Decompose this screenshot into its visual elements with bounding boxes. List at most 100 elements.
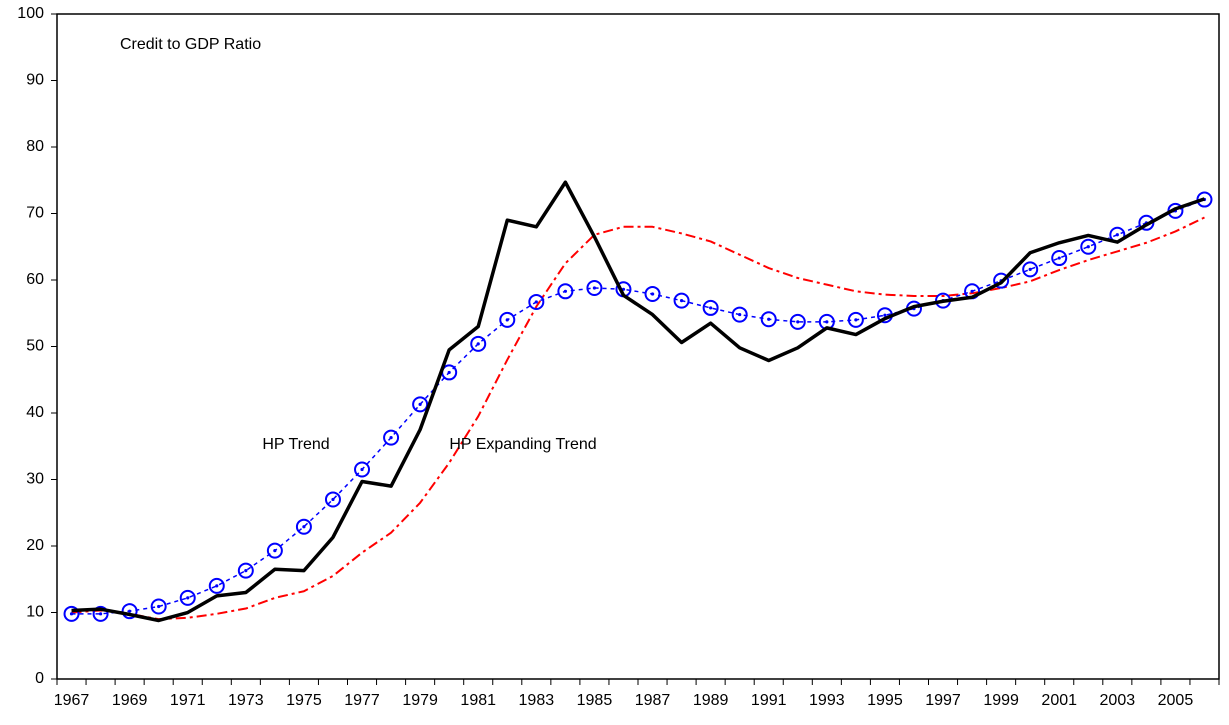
series-label: Credit to GDP Ratio: [120, 36, 262, 53]
y-tick-label: 40: [26, 404, 44, 421]
data-point-center: [98, 612, 103, 616]
data-point: [644, 285, 661, 302]
data-point-center: [1086, 245, 1090, 249]
series-line: [71, 198, 1205, 615]
y-tick-label: 70: [26, 205, 44, 222]
data-point-center: [476, 342, 480, 346]
data-point: [383, 429, 400, 446]
data-point-center: [273, 549, 277, 553]
y-tick-label: 0: [35, 670, 44, 687]
y-tick-label: 60: [26, 271, 44, 288]
data-point-center: [1115, 233, 1119, 237]
data-point: [412, 396, 429, 413]
series-line: [71, 180, 1206, 623]
data-point-center: [970, 289, 974, 293]
x-tick-label: 1997: [925, 692, 961, 709]
data-point: [586, 279, 603, 296]
y-tick-label: 10: [26, 604, 44, 621]
data-point-center: [650, 292, 655, 296]
data-point-center: [157, 604, 161, 609]
data-point-center: [563, 289, 567, 293]
data-point: [237, 562, 254, 579]
data-point-center: [796, 320, 800, 324]
x-tick-label: 1975: [286, 692, 322, 709]
data-point: [673, 292, 690, 309]
x-tick-label: 1979: [402, 692, 438, 709]
x-tick-label: 1971: [170, 692, 206, 709]
x-tick-label: 2003: [1100, 692, 1136, 709]
y-tick-label: 90: [26, 72, 44, 89]
data-point-center: [389, 436, 393, 440]
data-point: [179, 589, 196, 606]
data-point: [354, 461, 371, 478]
data-point: [92, 605, 109, 622]
data-point: [324, 491, 341, 508]
data-point-center: [418, 402, 422, 406]
data-point: [789, 313, 806, 330]
data-point-center: [854, 318, 858, 322]
data-point-center: [738, 312, 742, 317]
data-point-center: [69, 612, 74, 616]
x-tick-label: 1977: [344, 692, 380, 709]
data-point: [121, 603, 138, 620]
data-point: [528, 293, 545, 310]
y-tick-label: 100: [17, 5, 44, 22]
plot-frame: [56, 13, 1220, 680]
x-tick-label: 1967: [54, 692, 90, 709]
data-point-center: [244, 569, 248, 573]
data-point-center: [302, 525, 306, 529]
data-point: [266, 542, 283, 559]
x-tick-label: 1981: [460, 692, 496, 709]
data-point: [557, 283, 574, 300]
x-tick-label: 1973: [228, 692, 264, 709]
x-tick-label: 1993: [809, 692, 845, 709]
x-tick-label: 2001: [1041, 692, 1077, 709]
data-point-center: [1028, 267, 1032, 271]
data-point: [702, 299, 719, 316]
data-point-center: [825, 320, 829, 324]
data-point-center: [1057, 256, 1061, 260]
data-point: [295, 518, 312, 535]
data-point-center: [331, 497, 335, 502]
series-line: [71, 216, 1205, 621]
y-tick-label: 30: [26, 471, 44, 488]
data-point-center: [534, 300, 538, 304]
y-tick-label: 50: [26, 338, 44, 355]
data-point-center: [592, 286, 597, 290]
data-point-center: [883, 313, 887, 317]
x-tick-label: 1999: [983, 692, 1019, 709]
data-point-center: [709, 306, 713, 310]
data-point: [760, 311, 777, 328]
data-point-center: [679, 299, 684, 303]
x-tick-label: 1989: [693, 692, 729, 709]
data-point-center: [128, 609, 132, 613]
data-point: [499, 311, 516, 328]
x-tick-label: 1991: [751, 692, 787, 709]
x-tick-label: 2005: [1158, 692, 1194, 709]
data-point-center: [505, 318, 509, 322]
data-point: [150, 598, 167, 615]
data-point: [1022, 261, 1039, 278]
series-label: HP Trend: [262, 436, 330, 453]
data-point-center: [215, 584, 219, 588]
data-point: [1080, 238, 1097, 255]
y-tick-label: 80: [26, 138, 44, 155]
data-point: [731, 306, 748, 323]
x-tick-label: 1985: [577, 692, 613, 709]
data-point-center: [447, 370, 451, 375]
y-tick-label: 20: [26, 537, 44, 554]
x-tick-label: 1995: [867, 692, 903, 709]
series-label: HP Expanding Trend: [449, 436, 597, 453]
data-point: [847, 311, 864, 328]
x-tick-label: 1987: [635, 692, 671, 709]
data-point: [63, 605, 80, 622]
data-point: [993, 272, 1010, 289]
data-point-center: [186, 596, 190, 600]
data-point: [208, 577, 225, 594]
data-point: [1051, 250, 1068, 267]
x-tick-label: 1969: [112, 692, 148, 709]
x-tick-label: 1983: [519, 692, 555, 709]
data-point-center: [767, 317, 771, 321]
